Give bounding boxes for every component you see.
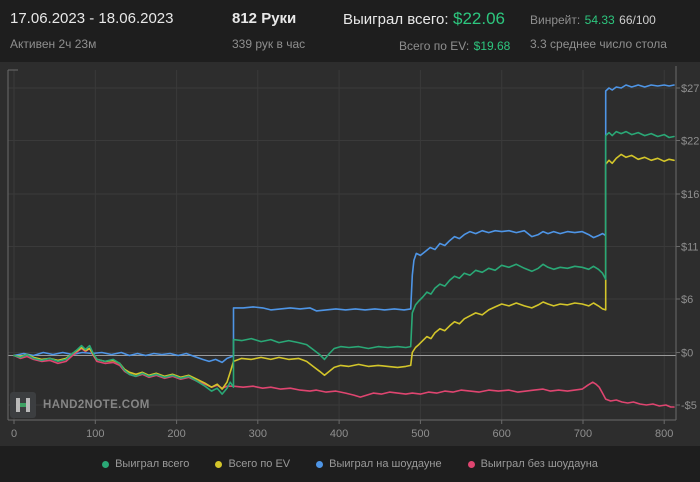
svg-text:$0: $0 — [681, 347, 693, 359]
ev-total-value: $19.68 — [473, 39, 511, 53]
legend-label: Выиграл всего — [115, 458, 190, 470]
legend-dot — [102, 460, 110, 468]
svg-text:100: 100 — [86, 428, 104, 440]
avg-tables: 3.3 среднее число стола — [530, 37, 667, 51]
winrate-label: Винрейт: — [530, 13, 581, 27]
legend-dot — [467, 460, 475, 468]
watermark-text: HAND2NOTE.COM — [43, 399, 150, 411]
won-total-value: $22.06 — [453, 9, 505, 28]
svg-text:700: 700 — [574, 428, 592, 440]
legend-item-showdown[interactable]: Выиграл на шоудауне — [316, 458, 442, 470]
legend-label: Выиграл на шоудауне — [329, 458, 442, 470]
hands-count: 812 Руки — [232, 10, 297, 27]
legend-dot — [215, 460, 223, 468]
legend-dot — [316, 460, 324, 468]
svg-text:200: 200 — [167, 428, 185, 440]
svg-text:$6: $6 — [681, 294, 693, 306]
svg-text:800: 800 — [655, 428, 673, 440]
legend-label: Всего по EV — [228, 458, 291, 470]
svg-text:$11: $11 — [681, 242, 699, 254]
chart-legend: Выиграл всего Всего по EV Выиграл на шоу… — [0, 446, 700, 482]
winrate-value: 54.33 — [584, 13, 615, 27]
svg-text:-$5: -$5 — [681, 400, 697, 412]
date-range: 17.06.2023 - 18.06.2023 — [10, 10, 174, 27]
hand2note-watermark: HAND2NOTE.COM — [10, 392, 150, 418]
won-total-label: Выиграл всего: — [343, 11, 449, 28]
svg-text:$27: $27 — [681, 83, 699, 95]
svg-text:$22: $22 — [681, 136, 699, 148]
svg-text:$16: $16 — [681, 189, 699, 201]
svg-text:400: 400 — [330, 428, 348, 440]
legend-item-ev[interactable]: Всего по EV — [215, 458, 290, 470]
svg-text:300: 300 — [249, 428, 267, 440]
winnings-chart: 0 100 200 300 400 500 600 700 800 $27 $22 $16 $11 $6 $… — [7, 66, 699, 440]
svg-text:500: 500 — [411, 428, 429, 440]
stats-header: 17.06.2023 - 18.06.2023 Активен 2ч 23м 8… — [0, 0, 700, 62]
svg-text:600: 600 — [493, 428, 511, 440]
legend-label: Выиграл без шоудауна — [480, 458, 598, 470]
hand2note-logo-icon — [10, 392, 36, 418]
legend-item-nonshowdown[interactable]: Выиграл без шоудауна — [467, 458, 598, 470]
hands-per-hour: 339 рук в час — [232, 37, 306, 51]
ev-total-label: Всего по EV: — [399, 39, 470, 53]
chart-area: 0 100 200 300 400 500 600 700 800 $27 $22 $16 $11 $6 $… — [0, 62, 700, 446]
svg-text:0: 0 — [11, 428, 17, 440]
active-time: Активен 2ч 23м — [10, 37, 97, 51]
winrate-extra: 66/100 — [619, 13, 656, 27]
legend-item-total[interactable]: Выиграл всего — [102, 458, 189, 470]
